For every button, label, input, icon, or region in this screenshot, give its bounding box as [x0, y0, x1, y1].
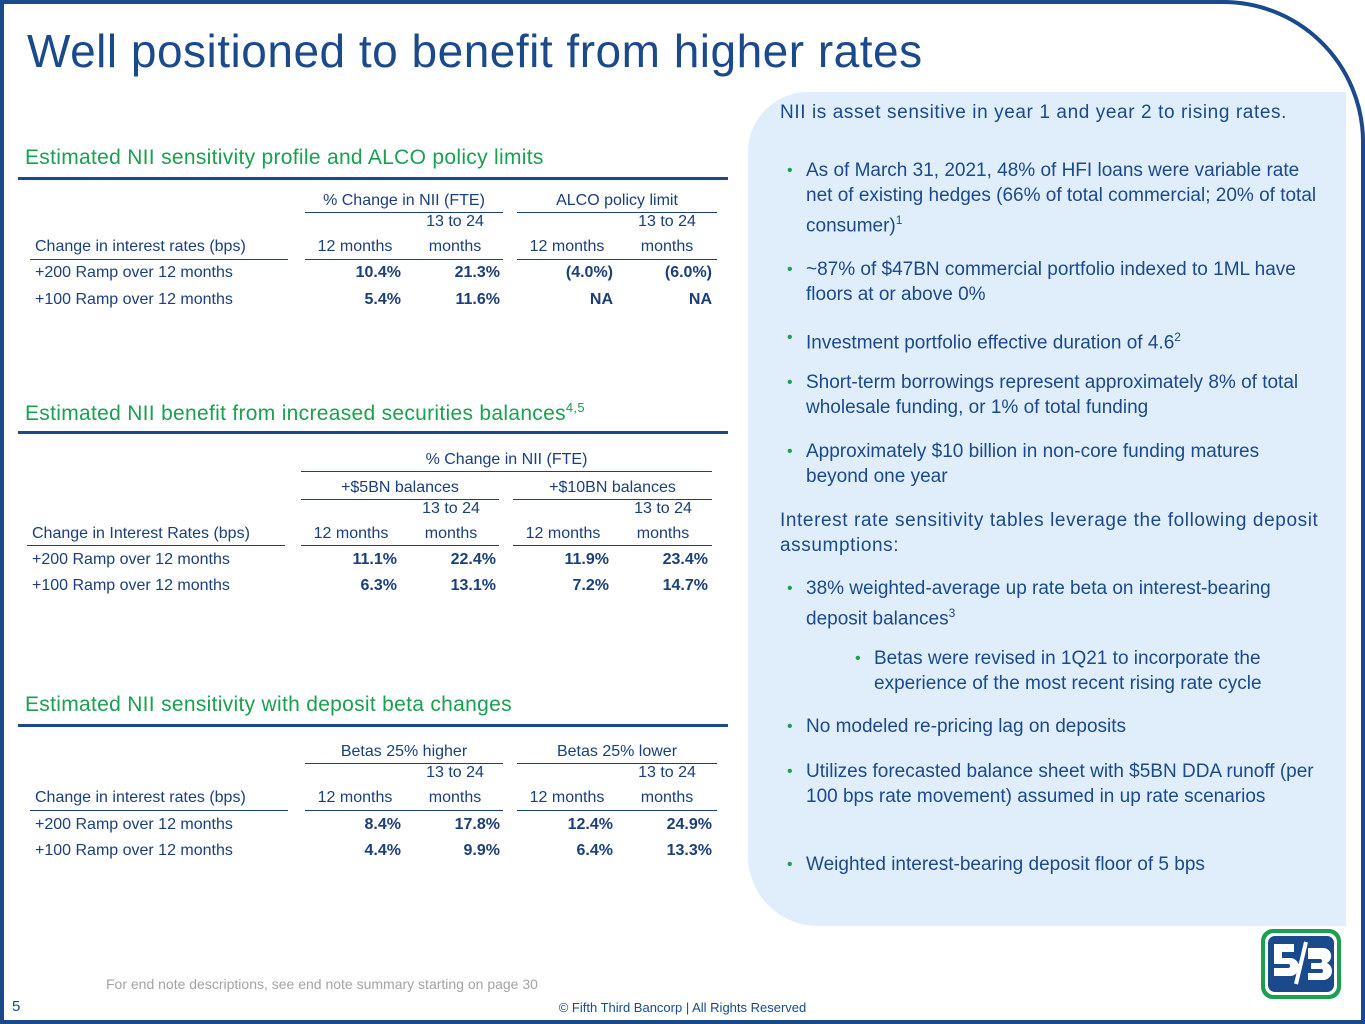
page-title: Well positioned to benefit from higher r… — [27, 25, 923, 77]
bullet-icon: • — [787, 162, 793, 179]
row-header: Change in interest rates (bps) — [35, 238, 246, 255]
table-cell: 22.4% — [450, 551, 496, 568]
row-header: Change in interest rates (bps) — [35, 789, 246, 806]
group-header: ALCO policy limit — [556, 192, 678, 209]
table-cell: 21.3% — [454, 264, 500, 281]
table-cell: 17.8% — [454, 816, 500, 833]
col-header: months — [428, 238, 482, 255]
row-label: +200 Ramp over 12 months — [35, 264, 233, 281]
section2-rule — [18, 431, 728, 434]
col-header: 13 to 24 — [426, 213, 484, 230]
col-header: 12 months — [317, 238, 393, 255]
sub-bullet: • Betas were revised in 1Q21 to incorpora… — [855, 648, 1262, 694]
table-cell: 13.3% — [666, 842, 712, 859]
col-header: months — [640, 789, 694, 806]
copyright: © Fifth Third Bancorp | All Rights Reser… — [558, 1000, 807, 1015]
col-header: 12 months — [313, 525, 389, 542]
table-cell: 6.4% — [576, 842, 613, 859]
col-header: 12 months — [525, 525, 601, 542]
col-header: 13 to 24 — [638, 764, 696, 781]
row-label: +100 Ramp over 12 months — [32, 577, 230, 594]
col-header: 13 to 24 — [422, 500, 480, 517]
table-cell: NA — [688, 291, 712, 308]
table-cell: 4.4% — [364, 842, 401, 859]
table-cell: 9.9% — [463, 842, 500, 859]
bullet: • As of March 31, 2021, 48% of HFI loans … — [787, 160, 1317, 237]
table-cell: 11.9% — [564, 551, 609, 568]
col-header: 13 to 24 — [634, 500, 692, 517]
bullet: • Approximately $10 billion in non-core f… — [787, 441, 1260, 487]
table-cell: 24.9% — [666, 816, 712, 833]
bullet-icon: • — [855, 650, 861, 667]
panel-heading: NII is asset sensitive in year 1 and yea… — [780, 102, 1287, 123]
super-group-header: % Change in NII (FTE) — [425, 451, 588, 468]
fifth-third-logo — [1261, 929, 1341, 999]
bullet-icon: • — [787, 580, 793, 597]
table-cell: 8.4% — [364, 816, 401, 833]
table-cell: 5.4% — [364, 291, 401, 308]
col-header: months — [428, 789, 482, 806]
bullet: • Weighted interest-bearing deposit floor… — [787, 854, 1205, 875]
col-header: months — [424, 525, 478, 542]
panel-heading: Interest rate sensitivity tables leverag… — [780, 510, 1319, 556]
bullet-icon: • — [787, 763, 793, 780]
bullet: • ~87% of $47BN commercial portfolio inde… — [787, 259, 1296, 305]
col-header: months — [640, 238, 694, 255]
group-header: +$10BN balances — [549, 479, 676, 496]
bullet-icon: • — [787, 443, 793, 460]
table-cell: NA — [589, 291, 613, 308]
table-cell: 14.7% — [662, 577, 708, 594]
col-header: 12 months — [529, 789, 605, 806]
assumptions-panel — [748, 92, 1346, 926]
bullet-icon: • — [787, 261, 793, 278]
section1-heading: Estimated NII sensitivity profile and AL… — [25, 146, 544, 169]
table-cell: 11.6% — [455, 291, 500, 308]
table-cell: 13.1% — [450, 577, 496, 594]
row-label: +200 Ramp over 12 months — [32, 551, 230, 568]
table-cell: 11.1% — [352, 551, 397, 568]
row-label: +200 Ramp over 12 months — [35, 816, 233, 833]
table-cell: 12.4% — [567, 816, 613, 833]
table-cell: 23.4% — [662, 551, 708, 568]
section1-rule — [18, 177, 728, 180]
row-label: +100 Ramp over 12 months — [35, 291, 233, 308]
group-header: % Change in NII (FTE) — [323, 192, 485, 209]
group-header: +$5BN balances — [341, 479, 459, 496]
bullet-icon: • — [787, 374, 793, 391]
row-label: +100 Ramp over 12 months — [35, 842, 233, 859]
bullet-icon: • — [787, 329, 793, 346]
page-number: 5 — [12, 998, 21, 1015]
col-header: 13 to 24 — [638, 213, 696, 230]
bullet-icon: • — [787, 856, 793, 873]
table-cell: 7.2% — [572, 577, 609, 594]
table-cell: 10.4% — [355, 264, 401, 281]
section2-heading: Estimated NII benefit from increased sec… — [25, 400, 585, 425]
bullet: • Investment portfolio effective duration… — [787, 325, 1326, 355]
table-cell: (4.0%) — [565, 264, 613, 281]
bullet-icon: • — [787, 718, 793, 735]
bullet: • No modeled re-pricing lag on deposits — [787, 716, 1127, 737]
table-cell: 6.3% — [360, 577, 397, 594]
col-header: 12 months — [317, 789, 393, 806]
footnote: For end note descriptions, see end note … — [106, 976, 538, 992]
bullet: • Utilizes forecasted balance sheet with … — [787, 761, 1314, 807]
group-header: Betas 25% lower — [556, 743, 678, 760]
section3-heading: Estimated NII sensitivity with deposit b… — [25, 693, 512, 716]
row-header: Change in Interest Rates (bps) — [32, 525, 250, 542]
section3-rule — [18, 724, 728, 727]
group-header: Betas 25% higher — [340, 743, 468, 760]
table-cell: (6.0%) — [664, 264, 712, 281]
col-header: months — [636, 525, 690, 542]
bullet: • 38% weighted-average up rate beta on in… — [787, 578, 1271, 630]
bullet: • Short-term borrowings represent approxi… — [787, 372, 1299, 418]
col-header: 12 months — [529, 238, 605, 255]
col-header: 13 to 24 — [426, 764, 484, 781]
